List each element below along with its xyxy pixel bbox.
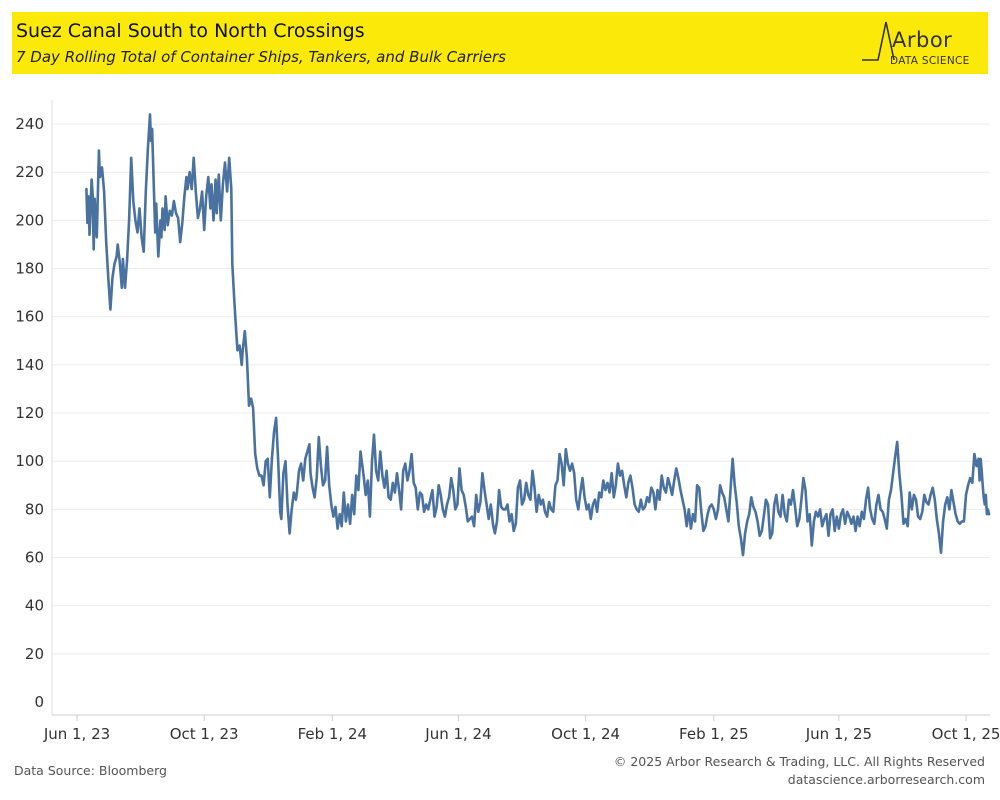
x-tick-label: Oct 1, 23 xyxy=(170,725,239,743)
y-tick-label: 80 xyxy=(25,500,44,518)
y-tick-label: 140 xyxy=(15,356,44,374)
data-source-note: Data Source: Bloomberg xyxy=(14,763,167,778)
series-group: 78 xyxy=(85,113,1000,557)
y-tick-label: 180 xyxy=(15,260,44,278)
logo-wordmark: Arbor xyxy=(892,28,953,52)
x-tick-label: Feb 1, 24 xyxy=(298,725,368,743)
logo-tagline: DATA SCIENCE xyxy=(890,55,970,67)
chart-header: Suez Canal South to North Crossings 7 Da… xyxy=(12,12,988,74)
y-tick-label: 120 xyxy=(15,404,44,422)
y-tick-label: 160 xyxy=(15,308,44,326)
arbor-logo: Arbor DATA SCIENCE xyxy=(860,18,972,68)
y-axis-ticks: 0 20 40 60 80 100 120 140 160 180 200 220 240 xyxy=(15,115,44,711)
y-tick-label: 40 xyxy=(25,597,44,615)
line-chart: 0 20 40 60 80 100 120 140 160 180 200 220 240 Jun 1,… xyxy=(15,100,1000,743)
y-tick-label: 20 xyxy=(25,645,44,663)
y-tick-label: 0 xyxy=(34,693,44,711)
y-tick-label: 200 xyxy=(15,211,44,229)
x-axis-ticks: Jun 1, 23 Oct 1, 23 Feb 1, 24 Jun 1, 24 Oct … xyxy=(43,715,1000,743)
x-tick-label: Jun 1, 25 xyxy=(805,725,872,743)
y-tick-label: 60 xyxy=(25,549,44,567)
y-tick-label: 240 xyxy=(15,115,44,133)
y-tick-label: 220 xyxy=(15,163,44,181)
chart-subtitle: 7 Day Rolling Total of Container Ships, … xyxy=(16,48,506,66)
chart-title: Suez Canal South to North Crossings xyxy=(16,20,365,42)
x-tick-label: Jun 1, 24 xyxy=(424,725,491,743)
y-tick-label: 100 xyxy=(15,452,44,470)
arbor-logo-mark-icon xyxy=(862,21,895,61)
x-tick-label: Feb 1, 25 xyxy=(679,725,749,743)
x-tick-label: Oct 1, 25 xyxy=(932,725,1000,743)
x-tick-label: Jun 1, 23 xyxy=(43,725,110,743)
series-line xyxy=(85,113,991,557)
website-link[interactable]: datascience.arborresearch.com xyxy=(787,772,985,787)
x-tick-label: Oct 1, 24 xyxy=(551,725,620,743)
gridlines xyxy=(52,123,990,655)
copyright-text: © 2025 Arbor Research & Trading, LLC. Al… xyxy=(613,754,985,769)
copyright-block: © 2025 Arbor Research & Trading, LLC. Al… xyxy=(614,753,985,789)
